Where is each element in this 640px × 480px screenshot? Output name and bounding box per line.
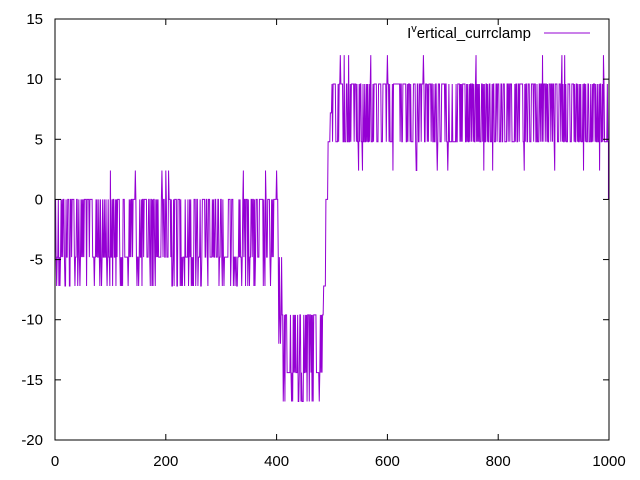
x-tick-label: 800	[486, 453, 511, 470]
plot-frame	[54, 18, 610, 441]
x-tick-label: 200	[153, 453, 178, 470]
y-tick-label: 5	[35, 131, 43, 148]
x-tick-label: 0	[51, 453, 59, 470]
series-line	[54, 55, 609, 403]
y-tick-label: -20	[21, 432, 43, 449]
y-tick-label: -10	[21, 312, 43, 329]
y-tick-label: -5	[30, 252, 43, 269]
y-tick-label: 0	[35, 191, 43, 208]
y-tick-label: 10	[26, 71, 43, 88]
y-tick-label: 15	[26, 11, 43, 28]
x-tick-label: 400	[264, 453, 289, 470]
ticks-layer: 0 200 400 600 800 1000 -20 -15 -10 -5 0 5 10 15	[21, 11, 625, 470]
series-layer	[54, 55, 609, 403]
x-tick-label: 1000	[592, 453, 625, 470]
x-tick-label: 600	[375, 453, 400, 470]
y-tick-label: -15	[21, 372, 43, 389]
legend: Ivertical_currclamp	[407, 23, 590, 42]
legend-label: Ivertical_currclamp	[407, 23, 531, 42]
